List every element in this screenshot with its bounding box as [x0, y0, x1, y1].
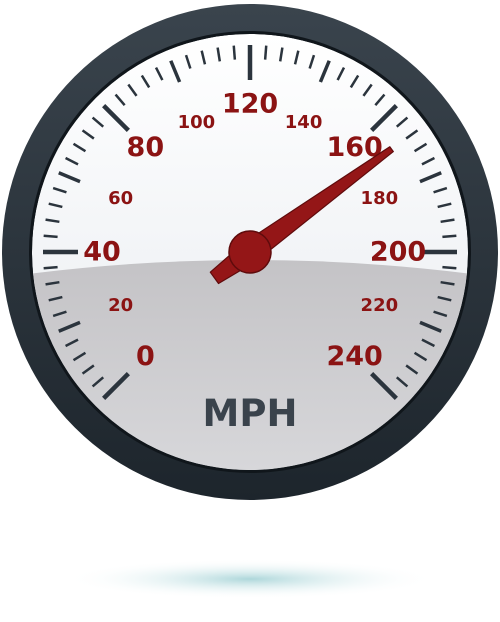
major-tick	[102, 372, 130, 400]
tick-marks	[43, 45, 457, 400]
major-tick	[370, 372, 398, 400]
minor-tick	[43, 265, 58, 270]
minor-tick	[200, 50, 207, 65]
minor-tick	[52, 310, 67, 318]
needle-hub-icon	[228, 230, 272, 274]
minor-tick	[293, 50, 300, 65]
unit-label: MPH	[203, 392, 298, 435]
minor-tick	[395, 376, 409, 388]
minor-tick	[437, 295, 452, 302]
minor-tick	[433, 186, 448, 194]
minor-tick	[419, 320, 442, 333]
minor-tick	[81, 364, 95, 375]
minor-tick	[140, 74, 151, 89]
minor-tick	[45, 218, 60, 224]
minor-tick	[419, 171, 442, 184]
major-speed-label: 240	[326, 341, 382, 372]
major-tick	[370, 104, 398, 132]
minor-tick	[48, 202, 63, 209]
minor-tick	[127, 83, 138, 97]
minor-tick	[308, 54, 316, 69]
minor-tick	[184, 54, 192, 69]
minor-tick	[64, 156, 79, 166]
minor-tick	[413, 351, 428, 362]
minor-tick	[349, 74, 360, 89]
minor-tick	[64, 338, 79, 348]
minor-tick	[413, 142, 428, 153]
minor-tick	[362, 83, 373, 97]
minor-tick	[442, 265, 457, 270]
major-speed-label: 80	[127, 132, 165, 163]
minor-tick	[374, 93, 386, 107]
minor-tick	[52, 186, 67, 194]
minor-tick	[43, 234, 58, 239]
minor-tick	[440, 280, 455, 286]
minor-tick	[421, 156, 436, 166]
drop-shadow	[65, 559, 435, 599]
minor-tick	[58, 320, 81, 333]
minor-tick	[114, 93, 126, 107]
minor-speed-label: 20	[108, 295, 133, 316]
minor-speed-label: 180	[361, 188, 399, 209]
minor-tick	[421, 338, 436, 348]
minor-tick	[91, 376, 105, 388]
minor-tick	[154, 66, 164, 81]
minor-tick	[318, 60, 331, 83]
minor-tick	[395, 116, 409, 128]
minor-tick	[405, 129, 419, 140]
minor-tick	[169, 60, 182, 83]
minor-tick	[440, 218, 455, 224]
minor-tick	[72, 351, 87, 362]
minor-tick	[232, 45, 237, 60]
minor-tick	[336, 66, 346, 81]
minor-tick	[58, 171, 81, 184]
minor-tick	[81, 129, 95, 140]
minor-speed-label: 60	[108, 188, 133, 209]
minor-tick	[216, 47, 222, 62]
minor-tick	[91, 116, 105, 128]
minor-tick	[278, 47, 284, 62]
minor-tick	[433, 310, 448, 318]
minor-tick	[45, 280, 60, 286]
major-tick	[102, 104, 130, 132]
minor-tick	[263, 45, 268, 60]
major-speed-label: 200	[370, 237, 426, 268]
minor-tick	[405, 364, 419, 375]
needle-icon	[209, 146, 394, 285]
minor-labels: 20 60 100 140 180 220	[108, 112, 398, 316]
dial-lower-shade	[32, 260, 468, 470]
minor-speed-label: 220	[361, 295, 399, 316]
minor-tick	[72, 142, 87, 153]
minor-tick	[48, 295, 63, 302]
minor-tick	[442, 234, 457, 239]
major-speed-label: 40	[83, 237, 121, 268]
minor-speed-label: 100	[178, 112, 216, 133]
major-speed-label: 0	[136, 341, 155, 372]
minor-speed-label: 140	[285, 112, 323, 133]
major-speed-label: 120	[222, 89, 278, 120]
minor-tick	[437, 202, 452, 209]
